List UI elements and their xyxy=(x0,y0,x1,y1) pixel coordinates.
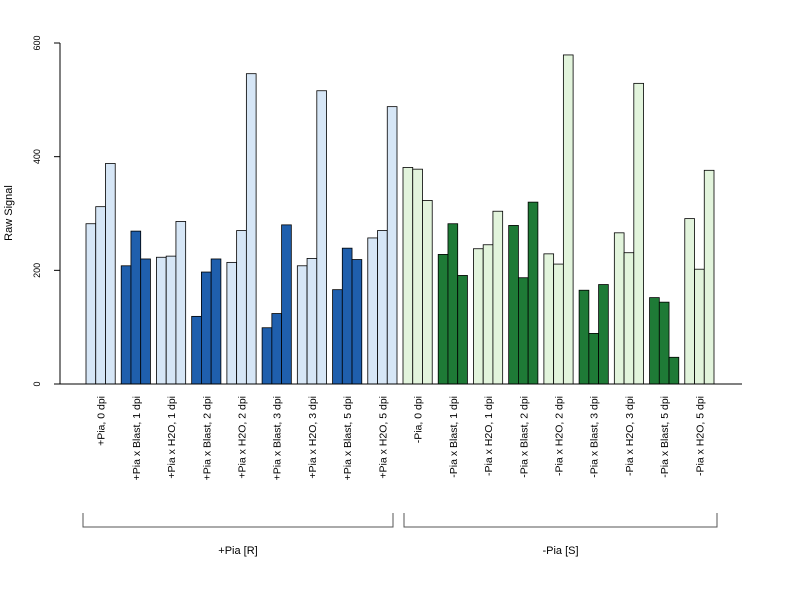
y-tick-label: 0 xyxy=(32,381,42,386)
y-tick-label: 400 xyxy=(32,149,42,164)
bar xyxy=(527,201,539,385)
bar xyxy=(296,265,308,385)
bar xyxy=(412,168,423,385)
bar xyxy=(508,225,519,385)
bar xyxy=(623,252,635,385)
bar xyxy=(245,73,257,385)
bar xyxy=(377,230,388,385)
category-label: -Pia x H2O, 5 dpi xyxy=(694,396,706,476)
bar xyxy=(120,265,132,385)
bar xyxy=(95,206,106,385)
bar xyxy=(447,223,459,385)
category-label: +Pia, 0 dpi xyxy=(96,396,108,446)
bars xyxy=(85,54,715,385)
bar xyxy=(367,237,378,385)
bar xyxy=(306,257,318,385)
bar xyxy=(518,277,529,385)
bar xyxy=(658,301,670,385)
bar xyxy=(492,210,504,385)
bar xyxy=(386,106,398,385)
bar xyxy=(473,248,484,385)
y-axis-label: Raw Signal xyxy=(3,185,15,241)
bar xyxy=(613,232,625,385)
bar xyxy=(482,244,494,385)
bar xyxy=(226,261,238,385)
bar xyxy=(316,90,327,385)
bar xyxy=(175,221,187,385)
bar xyxy=(553,263,564,385)
bar xyxy=(341,247,353,385)
category-label: +Pia x H2O, 1 dpi xyxy=(166,396,178,479)
y-tick-label: 600 xyxy=(32,35,42,50)
category-labels: +Pia, 0 dpi +Pia x Blast, 1 dpi +Pia x H2O… xyxy=(96,396,707,480)
bar xyxy=(332,289,343,385)
group-label: -Pia [S] xyxy=(542,545,578,557)
category-label: +Pia x Blast, 1 dpi xyxy=(131,396,143,480)
category-label: -Pia x Blast, 3 dpi xyxy=(589,396,601,478)
category-label: +Pia x Blast, 5 dpi xyxy=(342,396,354,480)
category-label: -Pia x H2O, 1 dpi xyxy=(483,396,495,476)
y-tick-label: 200 xyxy=(32,263,42,278)
bar xyxy=(351,259,363,385)
category-label: +Pia x H2O, 5 dpi xyxy=(377,396,389,479)
bar xyxy=(703,169,715,385)
bar xyxy=(578,289,590,385)
bar xyxy=(271,313,282,385)
category-label: +Pia x Blast, 3 dpi xyxy=(272,396,284,480)
bar xyxy=(105,163,116,385)
bar xyxy=(85,223,97,385)
group-brackets: +Pia [R] -Pia [S] xyxy=(82,513,718,557)
bar xyxy=(156,256,167,385)
bar xyxy=(191,315,202,385)
category-label: -Pia x H2O, 3 dpi xyxy=(624,396,636,476)
bar xyxy=(201,271,212,385)
group-bracket xyxy=(82,513,394,528)
bar xyxy=(588,333,599,385)
bar xyxy=(598,284,609,385)
category-label: -Pia x Blast, 5 dpi xyxy=(659,396,671,478)
bar xyxy=(457,275,468,385)
bar xyxy=(649,297,660,385)
bar xyxy=(684,218,695,385)
group-label: +Pia [R] xyxy=(218,545,257,557)
category-label: +Pia x H2O, 2 dpi xyxy=(237,396,249,479)
bar xyxy=(633,82,644,385)
category-label: -Pia x Blast, 2 dpi xyxy=(518,396,530,478)
category-label: -Pia x H2O, 2 dpi xyxy=(554,396,566,476)
bar xyxy=(562,54,574,385)
bar xyxy=(668,356,680,385)
category-label: +Pia x Blast, 2 dpi xyxy=(201,396,213,480)
bar xyxy=(165,255,177,385)
bar xyxy=(422,200,433,385)
bar xyxy=(130,230,142,385)
bar xyxy=(281,224,292,385)
bar xyxy=(543,253,555,385)
y-axis: 0 200 400 600 xyxy=(32,35,61,387)
bar xyxy=(402,167,414,385)
bar xyxy=(236,230,247,385)
group-bracket xyxy=(403,513,718,528)
bar xyxy=(210,258,222,385)
category-label: +Pia x H2O, 3 dpi xyxy=(307,396,319,479)
category-label: -Pia, 0 dpi xyxy=(413,396,425,443)
category-label: -Pia x Blast, 1 dpi xyxy=(448,396,460,478)
bar xyxy=(261,327,273,385)
bar xyxy=(694,268,705,385)
bar xyxy=(437,254,449,385)
bar xyxy=(140,258,151,385)
